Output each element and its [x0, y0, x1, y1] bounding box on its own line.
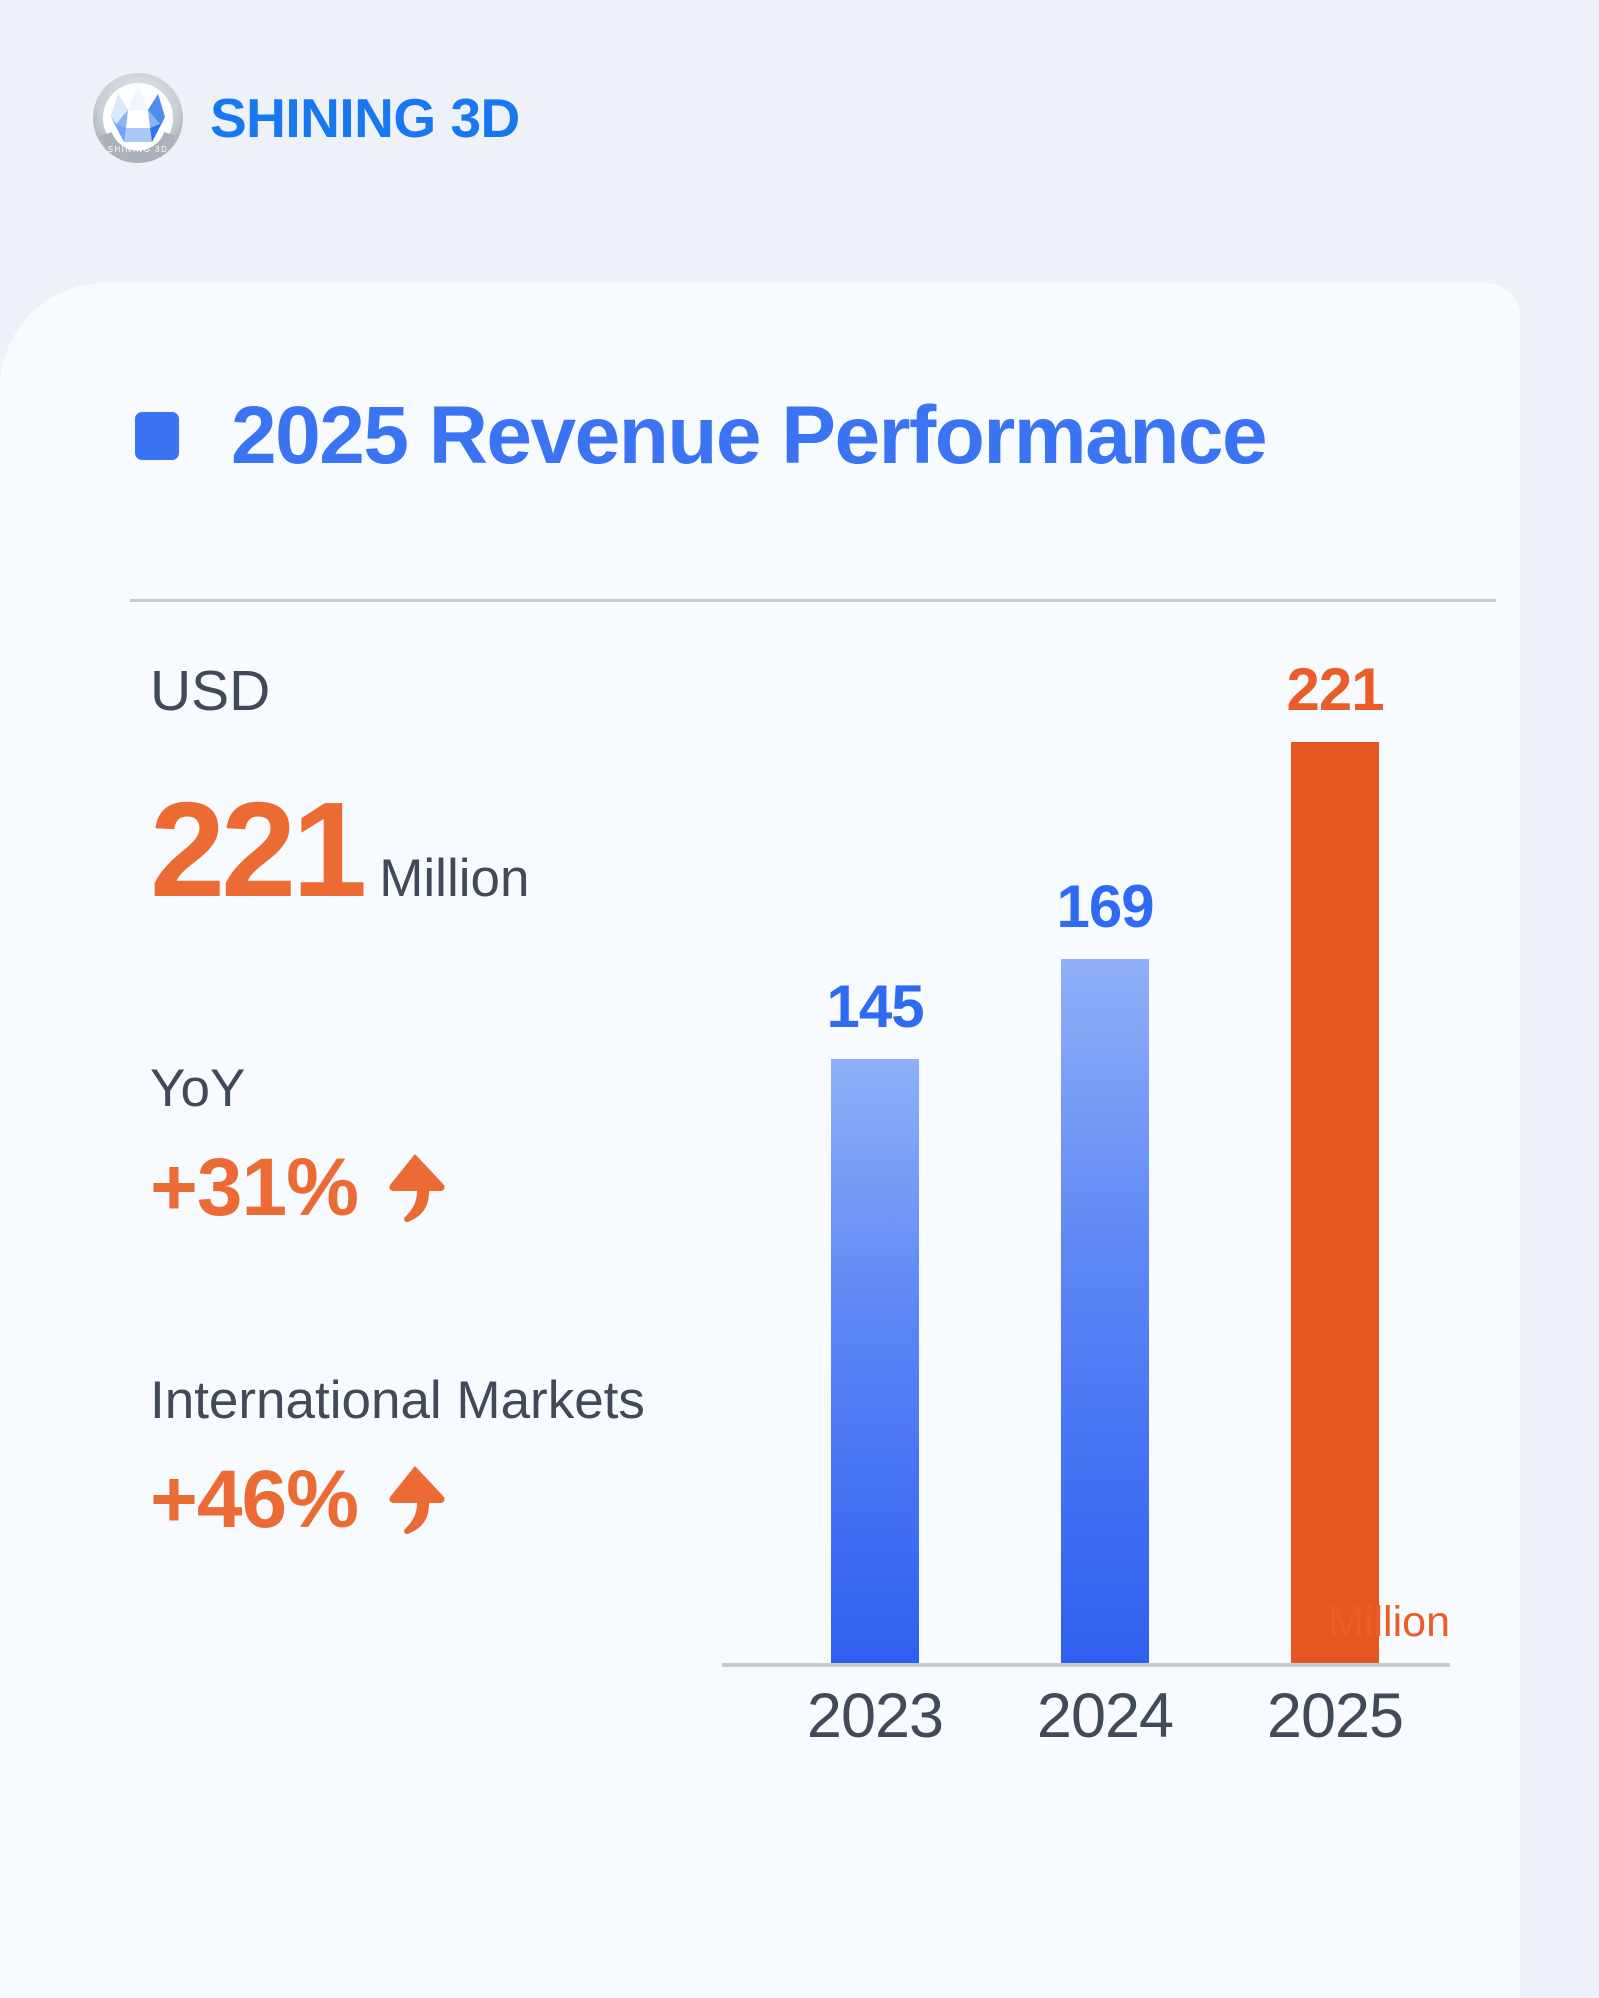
square-bullet-icon — [135, 412, 179, 460]
bar-group-2025: 221 — [1286, 660, 1385, 1663]
chart-plot-area: 145 169 221 — [760, 660, 1450, 1663]
bar-group-2023: 145 — [826, 977, 925, 1663]
yoy-value-row: +31% — [150, 1147, 690, 1229]
revenue-card: 2025 Revenue Performance USD 221 Million… — [0, 283, 1520, 1998]
page-title: 2025 Revenue Performance — [231, 390, 1268, 481]
shining3d-gem-logo-icon: SHINING 3D — [92, 72, 184, 164]
chart-unit-label: Million — [1328, 1598, 1450, 1646]
headline-metric: 221 Million — [150, 782, 690, 917]
bar-2024 — [1061, 959, 1149, 1663]
x-axis-label-2023: 2023 — [806, 1681, 944, 1751]
card-title-row: 2025 Revenue Performance — [135, 390, 1268, 481]
header-divider — [130, 599, 1496, 602]
yoy-stat: YoY +31% — [150, 1062, 690, 1229]
bar-value-label-2024: 169 — [1056, 873, 1154, 940]
arrow-up-curved-icon — [384, 1464, 448, 1536]
currency-label: USD — [150, 659, 271, 723]
svg-text:SHINING 3D: SHINING 3D — [108, 145, 169, 154]
x-axis-label-2024: 2024 — [1036, 1681, 1174, 1751]
bar-group-2024: 169 — [1056, 877, 1155, 1663]
yoy-value: +31% — [150, 1142, 359, 1233]
yoy-label: YoY — [150, 1059, 246, 1118]
brand-header: SHINING 3D SHINING 3D — [92, 72, 520, 164]
brand-name: SHINING 3D — [210, 86, 520, 149]
international-markets-value: +46% — [150, 1454, 359, 1545]
international-markets-value-row: +46% — [150, 1459, 690, 1541]
bar-2023 — [831, 1059, 919, 1663]
arrow-up-curved-icon — [384, 1152, 448, 1224]
bar-2025 — [1291, 742, 1379, 1663]
stats-column: USD 221 Million YoY +31% International — [150, 663, 690, 1541]
revenue-bar-chart: 145 169 221 Million 2023 2024 2025 — [722, 660, 1450, 1783]
international-markets-stat: International Markets +46% — [150, 1374, 690, 1541]
chart-x-axis-labels: 2023 2024 2025 — [760, 1685, 1450, 1775]
chart-axis-line — [722, 1663, 1450, 1667]
x-axis-label-2025: 2025 — [1266, 1681, 1404, 1751]
bar-value-label-2025: 221 — [1286, 656, 1384, 723]
international-markets-label: International Markets — [150, 1371, 645, 1430]
headline-value: 221 — [150, 774, 367, 925]
headline-unit: Million — [379, 849, 530, 908]
bar-value-label-2023: 145 — [826, 973, 924, 1040]
